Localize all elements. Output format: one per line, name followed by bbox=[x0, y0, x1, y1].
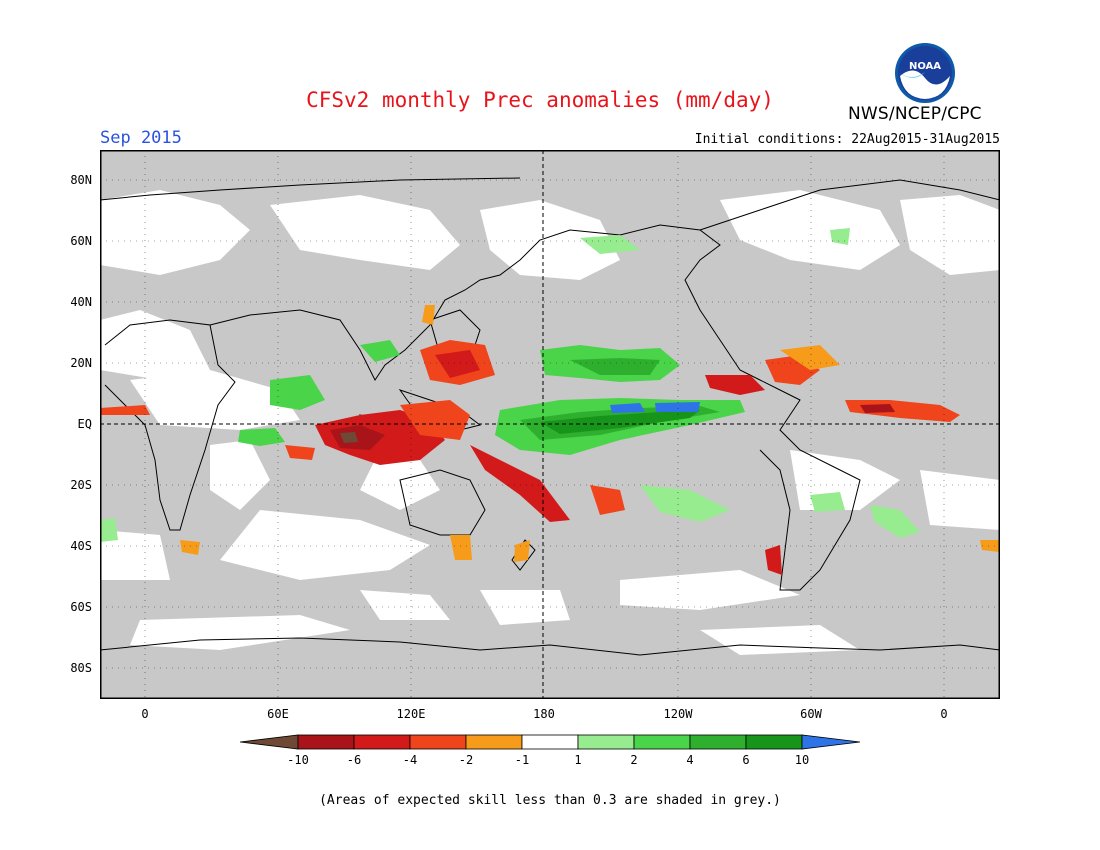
svg-text:NOAA: NOAA bbox=[909, 61, 941, 72]
lon-label-0-west: 0 bbox=[141, 707, 149, 721]
organization-label: NWS/NCEP/CPC bbox=[848, 104, 982, 124]
colorbar-tick: 1 bbox=[574, 753, 581, 767]
lat-label-20s: 20S bbox=[70, 478, 92, 492]
colorbar-tick: 4 bbox=[686, 753, 693, 767]
lat-label-80s: 80S bbox=[70, 661, 92, 675]
colorbar-arrow-high bbox=[801, 734, 861, 750]
lat-label-40n: 40N bbox=[70, 295, 92, 309]
lat-label-20n: 20N bbox=[70, 356, 92, 370]
colorbar-tick: -2 bbox=[459, 753, 473, 767]
chart-title: CFSv2 monthly Prec anomalies (mm/day) bbox=[306, 88, 774, 112]
forecast-month: Sep 2015 bbox=[100, 128, 182, 148]
colorbar-tick: 10 bbox=[795, 753, 809, 767]
colorbar-tick: 6 bbox=[742, 753, 749, 767]
lon-label-60w: 60W bbox=[800, 707, 822, 721]
lat-label-40s: 40S bbox=[70, 539, 92, 553]
lon-label-60e: 60E bbox=[267, 707, 289, 721]
colorbar-tick: -10 bbox=[287, 753, 309, 767]
positive-anomalies bbox=[100, 228, 920, 542]
graticule bbox=[100, 150, 1000, 699]
colorbar-tick: -1 bbox=[515, 753, 529, 767]
lon-label-0-east: 0 bbox=[940, 707, 948, 721]
colorbar-arrow-low bbox=[240, 734, 299, 750]
colorbar-tick: -6 bbox=[347, 753, 361, 767]
map-frame bbox=[100, 150, 1000, 699]
colorbar-tick: -4 bbox=[403, 753, 417, 767]
colorbar: -10 -6 -4 -2 -1 1 2 4 6 10 bbox=[240, 734, 861, 767]
lat-label-60s: 60S bbox=[70, 600, 92, 614]
colorbar-tick: 2 bbox=[630, 753, 637, 767]
skill-note: (Areas of expected skill less than 0.3 a… bbox=[319, 793, 781, 808]
lon-label-120e: 120E bbox=[396, 707, 426, 721]
lat-label-60n: 60N bbox=[70, 234, 92, 248]
lat-label-80n: 80N bbox=[70, 173, 92, 187]
precip-anomaly-map bbox=[100, 150, 1000, 699]
lon-label-180: 180 bbox=[533, 707, 555, 721]
initial-conditions: Initial conditions: 22Aug2015-31Aug2015 bbox=[694, 132, 1000, 147]
lon-label-120w: 120W bbox=[663, 707, 693, 721]
lat-label-eq: EQ bbox=[77, 417, 92, 431]
noaa-logo-icon: NOAA bbox=[895, 43, 955, 103]
